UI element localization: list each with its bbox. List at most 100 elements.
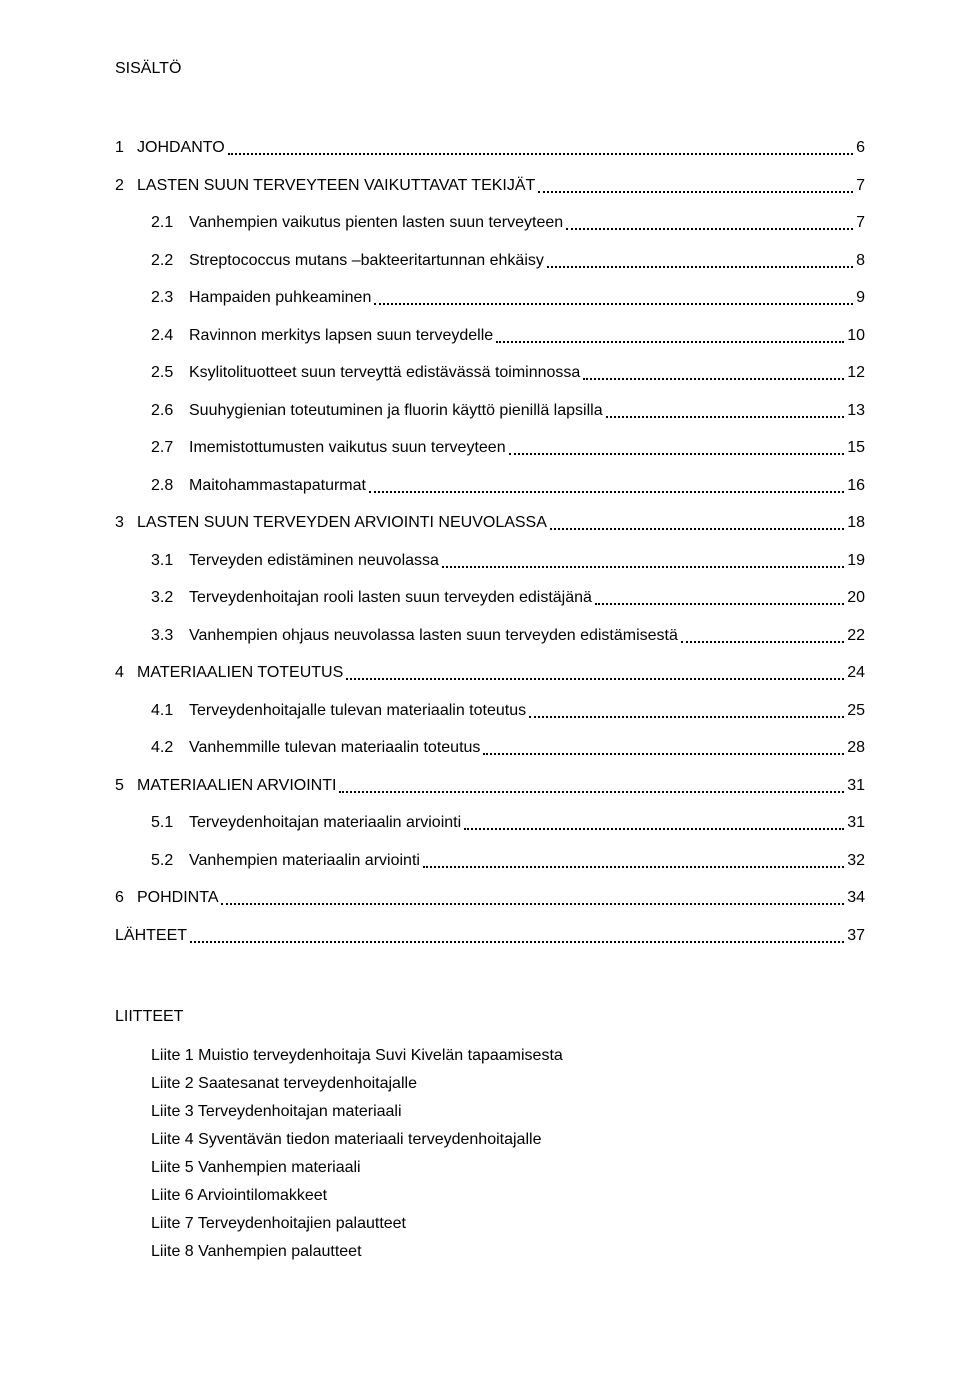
toc-leader-dots xyxy=(442,566,844,568)
toc-entry: 2.7Imemistottumusten vaikutus suun terve… xyxy=(115,436,865,460)
toc-number: 2.4 xyxy=(151,324,189,348)
toc-leader-dots xyxy=(595,603,844,605)
toc-title: POHDINTA xyxy=(137,886,218,910)
toc-heading: SISÄLTÖ xyxy=(115,60,865,78)
toc-number: 5 xyxy=(115,774,137,798)
toc-leader-dots xyxy=(190,941,844,943)
toc-leader-dots xyxy=(346,678,844,680)
toc-page-number: 25 xyxy=(847,699,865,723)
toc-entry: 3LASTEN SUUN TERVEYDEN ARVIOINTI NEUVOLA… xyxy=(115,511,865,535)
toc-list: 1JOHDANTO6 2LASTEN SUUN TERVEYTEEN VAIKUT… xyxy=(115,136,865,948)
toc-leader-dots xyxy=(464,828,844,830)
toc-number: 2 xyxy=(115,174,137,198)
toc-page-number: 20 xyxy=(847,586,865,610)
toc-page-number: 8 xyxy=(856,249,865,273)
toc-title: Vanhempien materiaalin arviointi xyxy=(189,849,420,873)
toc-number: 5.2 xyxy=(151,849,189,873)
attachment-entry: Liite 4 Syventävän tiedon materiaali ter… xyxy=(115,1128,865,1152)
toc-entry: 5.1Terveydenhoitajan materiaalin arvioin… xyxy=(115,811,865,835)
attachment-entry: Liite 2 Saatesanat terveydenhoitajalle xyxy=(115,1072,865,1096)
toc-leader-dots xyxy=(483,753,844,755)
toc-leader-dots xyxy=(509,453,845,455)
attachment-entry: Liite 8 Vanhempien palautteet xyxy=(115,1240,865,1264)
attachment-entry: Liite 7 Terveydenhoitajien palautteet xyxy=(115,1212,865,1236)
toc-entry: 1JOHDANTO6 xyxy=(115,136,865,160)
toc-number: 2.7 xyxy=(151,436,189,460)
toc-title: MATERIAALIEN ARVIOINTI xyxy=(137,774,336,798)
toc-title: Streptococcus mutans –bakteeritartunnan … xyxy=(189,249,544,273)
toc-title: LASTEN SUUN TERVEYTEEN VAIKUTTAVAT TEKIJ… xyxy=(137,174,535,198)
toc-page-number: 7 xyxy=(856,211,865,235)
toc-number: 2.2 xyxy=(151,249,189,273)
toc-number: 2.3 xyxy=(151,286,189,310)
toc-leader-dots xyxy=(221,903,844,905)
toc-page-number: 9 xyxy=(856,286,865,310)
toc-entry: 2.2Streptococcus mutans –bakteeritartunn… xyxy=(115,249,865,273)
toc-entry: LÄHTEET 37 xyxy=(115,924,865,948)
toc-number: 4.2 xyxy=(151,736,189,760)
toc-number: 2.8 xyxy=(151,474,189,498)
toc-number: 4.1 xyxy=(151,699,189,723)
toc-number: 3.3 xyxy=(151,624,189,648)
toc-number: 2.6 xyxy=(151,399,189,423)
toc-page-number: 19 xyxy=(847,549,865,573)
toc-leader-dots xyxy=(339,791,844,793)
attachments-heading: LIITTEET xyxy=(115,1008,865,1026)
toc-leader-dots xyxy=(566,228,853,230)
toc-entry: 2.6Suuhygienian toteutuminen ja fluorin … xyxy=(115,399,865,423)
toc-title: Ravinnon merkitys lapsen suun terveydell… xyxy=(189,324,493,348)
toc-entry: 3.1Terveyden edistäminen neuvolassa 19 xyxy=(115,549,865,573)
attachment-entry: Liite 3 Terveydenhoitajan materiaali xyxy=(115,1100,865,1124)
toc-entry: 2.5Ksylitolituotteet suun terveyttä edis… xyxy=(115,361,865,385)
toc-leader-dots xyxy=(496,341,844,343)
toc-title: Ksylitolituotteet suun terveyttä edistäv… xyxy=(189,361,580,385)
toc-number: 2.5 xyxy=(151,361,189,385)
toc-page-number: 7 xyxy=(856,174,865,198)
toc-entry: 4.2Vanhemmille tulevan materiaalin toteu… xyxy=(115,736,865,760)
toc-leader-dots xyxy=(583,378,844,380)
toc-title: Vanhempien vaikutus pienten lasten suun … xyxy=(189,211,563,235)
toc-entry: 3.2Terveydenhoitajan rooli lasten suun t… xyxy=(115,586,865,610)
toc-entry: 2.4Ravinnon merkitys lapsen suun terveyd… xyxy=(115,324,865,348)
toc-page-number: 32 xyxy=(847,849,865,873)
toc-title: Vanhempien ohjaus neuvolassa lasten suun… xyxy=(189,624,678,648)
toc-number: 4 xyxy=(115,661,137,685)
toc-number: 3.1 xyxy=(151,549,189,573)
toc-leader-dots xyxy=(529,716,844,718)
toc-title: Terveydenhoitajan rooli lasten suun terv… xyxy=(189,586,592,610)
toc-page-number: 16 xyxy=(847,474,865,498)
toc-entry: 2.1Vanhempien vaikutus pienten lasten su… xyxy=(115,211,865,235)
toc-leader-dots xyxy=(538,191,853,193)
toc-leader-dots xyxy=(550,528,844,530)
toc-title: Terveydenhoitajalle tulevan materiaalin … xyxy=(189,699,526,723)
toc-page-number: 31 xyxy=(847,774,865,798)
toc-page-number: 15 xyxy=(847,436,865,460)
toc-title: LÄHTEET xyxy=(115,924,187,948)
toc-page-number: 22 xyxy=(847,624,865,648)
toc-title: Vanhemmille tulevan materiaalin toteutus xyxy=(189,736,480,760)
toc-title: Terveydenhoitajan materiaalin arviointi xyxy=(189,811,461,835)
toc-leader-dots xyxy=(374,303,853,305)
toc-page-number: 18 xyxy=(847,511,865,535)
toc-title: Maitohammastapaturmat xyxy=(189,474,366,498)
toc-number: 2.1 xyxy=(151,211,189,235)
toc-title: JOHDANTO xyxy=(137,136,225,160)
toc-entry: 2LASTEN SUUN TERVEYTEEN VAIKUTTAVAT TEKI… xyxy=(115,174,865,198)
toc-page-number: 10 xyxy=(847,324,865,348)
toc-title: Terveyden edistäminen neuvolassa xyxy=(189,549,439,573)
toc-number: 3.2 xyxy=(151,586,189,610)
toc-title: MATERIAALIEN TOTEUTUS xyxy=(137,661,343,685)
toc-page-number: 31 xyxy=(847,811,865,835)
toc-entry: 4.1Terveydenhoitajalle tulevan materiaal… xyxy=(115,699,865,723)
toc-page-number: 28 xyxy=(847,736,865,760)
toc-number: 3 xyxy=(115,511,137,535)
toc-leader-dots xyxy=(423,866,844,868)
toc-leader-dots xyxy=(228,153,853,155)
attachment-entry: Liite 1 Muistio terveydenhoitaja Suvi Ki… xyxy=(115,1044,865,1068)
toc-leader-dots xyxy=(681,641,844,643)
toc-page-number: 37 xyxy=(847,924,865,948)
toc-entry: 4MATERIAALIEN TOTEUTUS24 xyxy=(115,661,865,685)
attachments-list: Liite 1 Muistio terveydenhoitaja Suvi Ki… xyxy=(115,1044,865,1264)
toc-title: Imemistottumusten vaikutus suun terveyte… xyxy=(189,436,506,460)
toc-entry: 5.2Vanhempien materiaalin arviointi 32 xyxy=(115,849,865,873)
